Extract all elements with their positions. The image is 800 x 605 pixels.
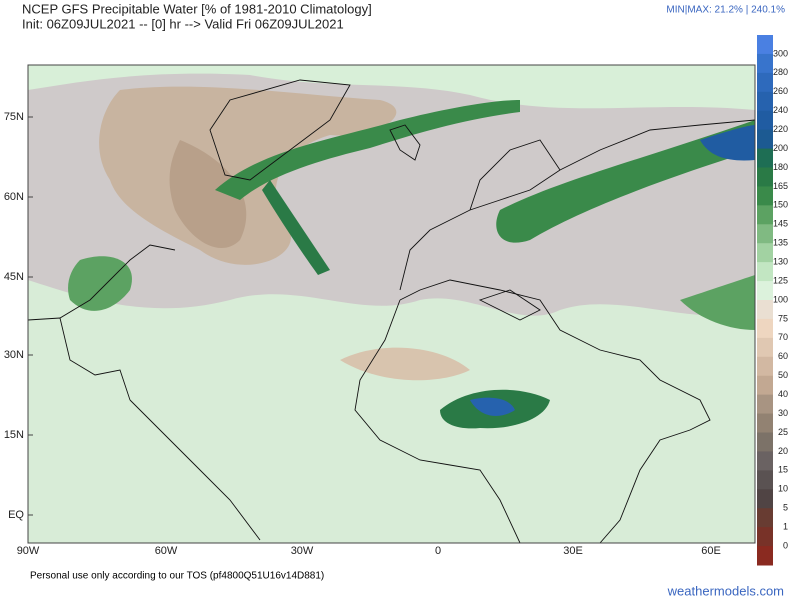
colorbar-box bbox=[757, 337, 773, 358]
colorbar-box bbox=[757, 35, 773, 55]
colorbar-box bbox=[757, 129, 773, 150]
field-region bbox=[68, 256, 132, 311]
colorbar-label: 150 bbox=[773, 200, 788, 210]
title: NCEP GFS Precipitable Water [% of 1981-2… bbox=[22, 1, 372, 16]
min-max: MIN|MAX: 21.2% | 240.1% bbox=[666, 5, 785, 16]
field-region bbox=[470, 397, 515, 416]
colorbar-box bbox=[757, 375, 773, 396]
colorbar: 3002802602402202001801651501451351301251… bbox=[757, 35, 788, 566]
colorbar-box bbox=[757, 224, 773, 244]
lon-label: 30E bbox=[563, 545, 583, 557]
colorbar-label: 20 bbox=[778, 446, 788, 456]
colorbar-label: 50 bbox=[778, 370, 788, 380]
colorbar-label: 40 bbox=[778, 389, 788, 399]
colorbar-box bbox=[757, 527, 773, 547]
colorbar-label: 130 bbox=[773, 257, 788, 267]
colorbar-label: 75 bbox=[778, 313, 788, 323]
colorbar-box bbox=[757, 72, 773, 93]
lat-label: 45N bbox=[4, 271, 24, 283]
colorbar-box bbox=[757, 53, 773, 74]
lon-label: 30W bbox=[291, 545, 314, 557]
colorbar-box bbox=[757, 148, 773, 168]
colorbar-label: 5 bbox=[783, 503, 788, 513]
colorbar-label: 240 bbox=[773, 105, 788, 115]
field-region bbox=[169, 140, 247, 249]
colorbar-label: 30 bbox=[778, 408, 788, 418]
lon-labels: 90W 60W 30W 0 30E 60E bbox=[17, 545, 721, 557]
colorbar-label: 200 bbox=[773, 143, 788, 153]
colorbar-box bbox=[757, 318, 773, 339]
colorbar-label: 260 bbox=[773, 86, 788, 96]
lat-labels: 75N 60N 45N 30N 15N EQ bbox=[4, 111, 33, 521]
map-frame bbox=[27, 64, 756, 544]
colorbar-box bbox=[757, 110, 773, 131]
coastline bbox=[389, 124, 541, 321]
brand: weathermodels.com bbox=[667, 583, 784, 598]
colorbar-box bbox=[757, 186, 773, 206]
lon-label: 90W bbox=[17, 545, 40, 557]
colorbar-label: 280 bbox=[773, 67, 788, 77]
colorbar-box bbox=[757, 451, 773, 471]
lon-label: 60W bbox=[155, 545, 178, 557]
lon-label: 0 bbox=[435, 545, 441, 557]
field-region bbox=[340, 347, 470, 381]
colorbar-box bbox=[757, 470, 773, 490]
colorbar-label: 60 bbox=[778, 351, 788, 361]
field-region bbox=[28, 65, 755, 110]
colorbar-label: 145 bbox=[773, 219, 788, 229]
colorbar-box bbox=[757, 91, 773, 112]
colorbar-box bbox=[757, 413, 773, 433]
coastline bbox=[399, 119, 755, 291]
colorbar-label: 100 bbox=[773, 294, 788, 304]
colorbar-label: 180 bbox=[773, 162, 788, 172]
coastline bbox=[28, 244, 261, 541]
colorbar-label: 1 bbox=[783, 522, 788, 532]
colorbar-label: 135 bbox=[773, 238, 788, 248]
colorbar-box bbox=[757, 432, 773, 452]
colorbar-box bbox=[757, 394, 773, 415]
colorbar-box bbox=[757, 167, 773, 187]
colorbar-label: 300 bbox=[773, 48, 788, 58]
lat-label: EQ bbox=[8, 509, 24, 521]
colorbar-label: 70 bbox=[778, 332, 788, 342]
colorbar-label: 220 bbox=[773, 124, 788, 134]
colorbar-label: 25 bbox=[778, 427, 788, 437]
footer-note: Personal use only according to our TOS (… bbox=[30, 571, 324, 582]
colorbar-box bbox=[757, 546, 773, 566]
field-region bbox=[215, 100, 520, 200]
lat-label: 15N bbox=[4, 429, 24, 441]
colorbar-box bbox=[757, 508, 773, 528]
coastline bbox=[209, 79, 351, 181]
field-region bbox=[680, 275, 755, 330]
colorbar-label: 165 bbox=[773, 181, 788, 191]
colorbar-box bbox=[757, 281, 773, 301]
subtitle: Init: 06Z09JUL2021 -- [0] hr --> Valid F… bbox=[22, 16, 344, 31]
field-region bbox=[496, 120, 755, 243]
colorbar-label: 15 bbox=[778, 465, 788, 475]
colorbar-box bbox=[757, 243, 773, 263]
colorbar-box bbox=[757, 489, 773, 509]
lat-label: 75N bbox=[4, 111, 24, 123]
field-region bbox=[700, 125, 755, 161]
field-region bbox=[262, 180, 330, 275]
colorbar-box bbox=[757, 356, 773, 377]
map bbox=[27, 64, 756, 544]
lat-label: 30N bbox=[4, 349, 24, 361]
lat-label: 60N bbox=[4, 191, 24, 203]
colorbar-label: 10 bbox=[778, 484, 788, 494]
lon-label: 60E bbox=[701, 545, 721, 557]
colorbar-box bbox=[757, 262, 773, 282]
colorbar-box bbox=[757, 205, 773, 225]
coastline bbox=[354, 279, 711, 543]
field-region bbox=[28, 280, 755, 543]
colorbar-label: 0 bbox=[783, 540, 788, 550]
colorbar-box bbox=[757, 300, 773, 320]
colorbar-label: 125 bbox=[773, 275, 788, 285]
